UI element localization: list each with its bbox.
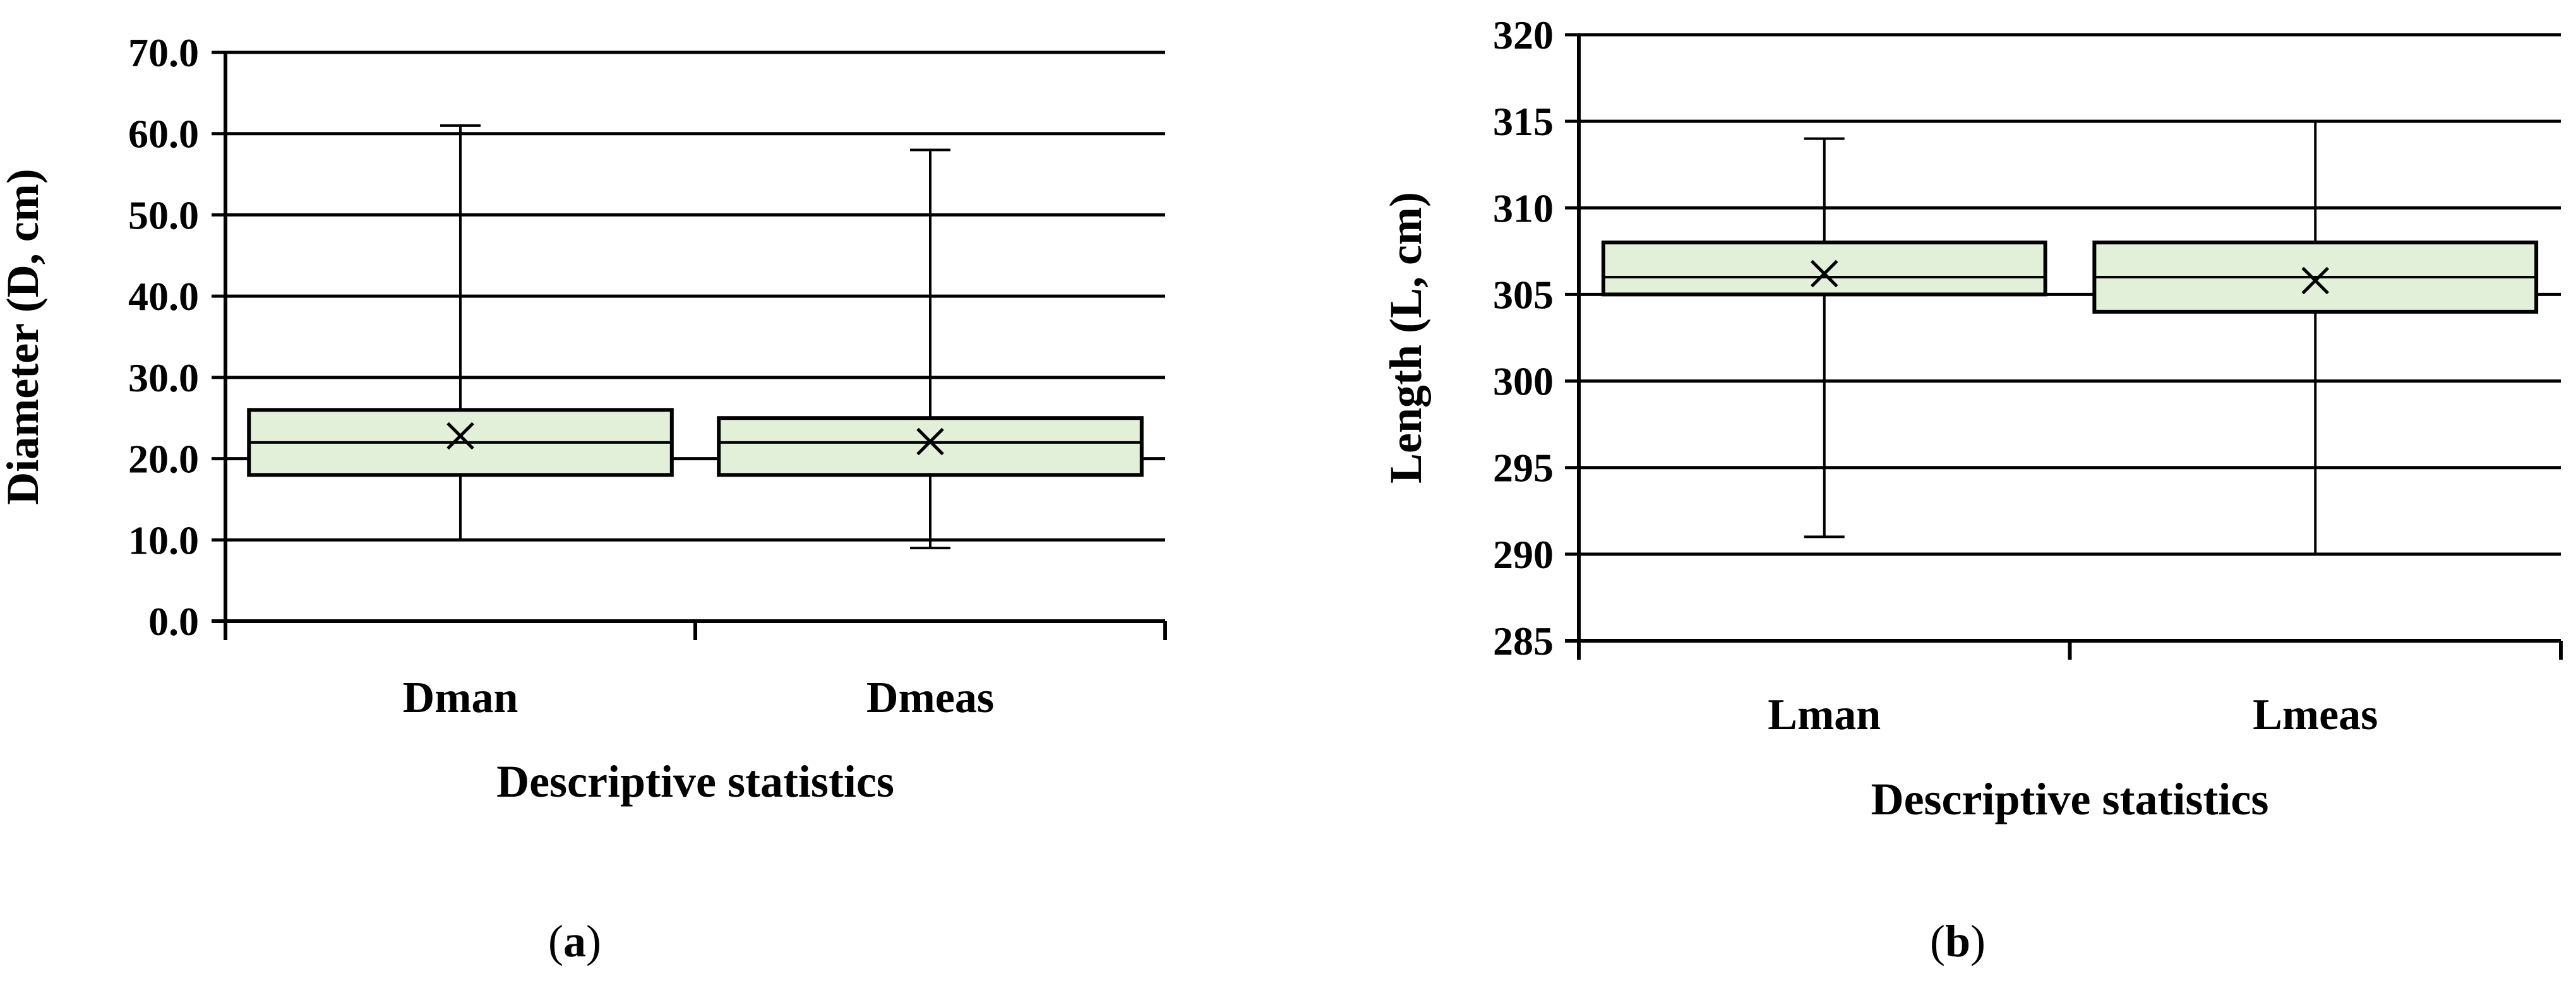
y-tick-label: 285 [1493,619,1554,663]
y-tick-label: 305 [1493,272,1554,317]
y-tick-label: 295 [1493,446,1554,490]
iqr-box [1601,241,2047,297]
chart-panel-a: 0.0 10.0 20.0 30.0 40.0 50.0 60.0 70.0 Dman Dmeas… [0,30,1167,966]
mean-marker [916,427,944,456]
panel-letter: a [563,916,586,966]
y-tick-label: 50.0 [128,193,199,237]
y-tick-label: 70.0 [128,30,199,75]
mean-marker [446,422,474,450]
x-axis-title: Descriptive statistics [496,756,894,807]
y-tick-label: 310 [1493,186,1554,230]
y-tick-label: 60.0 [128,112,199,157]
mean-marker [1810,259,1838,288]
x-category-label: Dmeas [866,674,994,722]
y-axis-title: Diameter (D, cm) [0,169,48,504]
x-category-label: Dman [403,674,518,722]
chart-panel-b: 285 290 295 300 305 310 315 320 Lman Lmeas Descrip… [1381,13,2563,966]
x-category-label: Lman [1768,691,1881,739]
y-tick-label: 0.0 [148,599,199,644]
y-tick-label: 40.0 [128,274,199,319]
y-tick-label: 30.0 [128,355,199,400]
x-category-label: Lmeas [2253,691,2378,739]
y-tick-label: 10.0 [128,518,199,562]
box-plot-dman [247,124,674,542]
y-tick-label: 20.0 [128,437,199,482]
x-axis-title: Descriptive statistics [1871,774,2269,824]
mean-marker [2301,266,2330,295]
panel-label: (b) [1930,916,1986,966]
panel-letter: b [1945,916,1970,966]
y-tick-label: 320 [1493,13,1554,57]
y-axis-title: Length (L, cm) [1381,192,1431,484]
box-plot-lmeas [2092,120,2539,556]
y-tick-label: 300 [1493,359,1554,404]
y-tick-label: 290 [1493,532,1554,577]
box-plot-dmeas [717,148,1144,550]
y-tick-label: 315 [1493,99,1554,144]
box-plot-lman [1601,137,2047,538]
iqr-box [717,416,1144,477]
panel-label: (a) [548,916,601,966]
